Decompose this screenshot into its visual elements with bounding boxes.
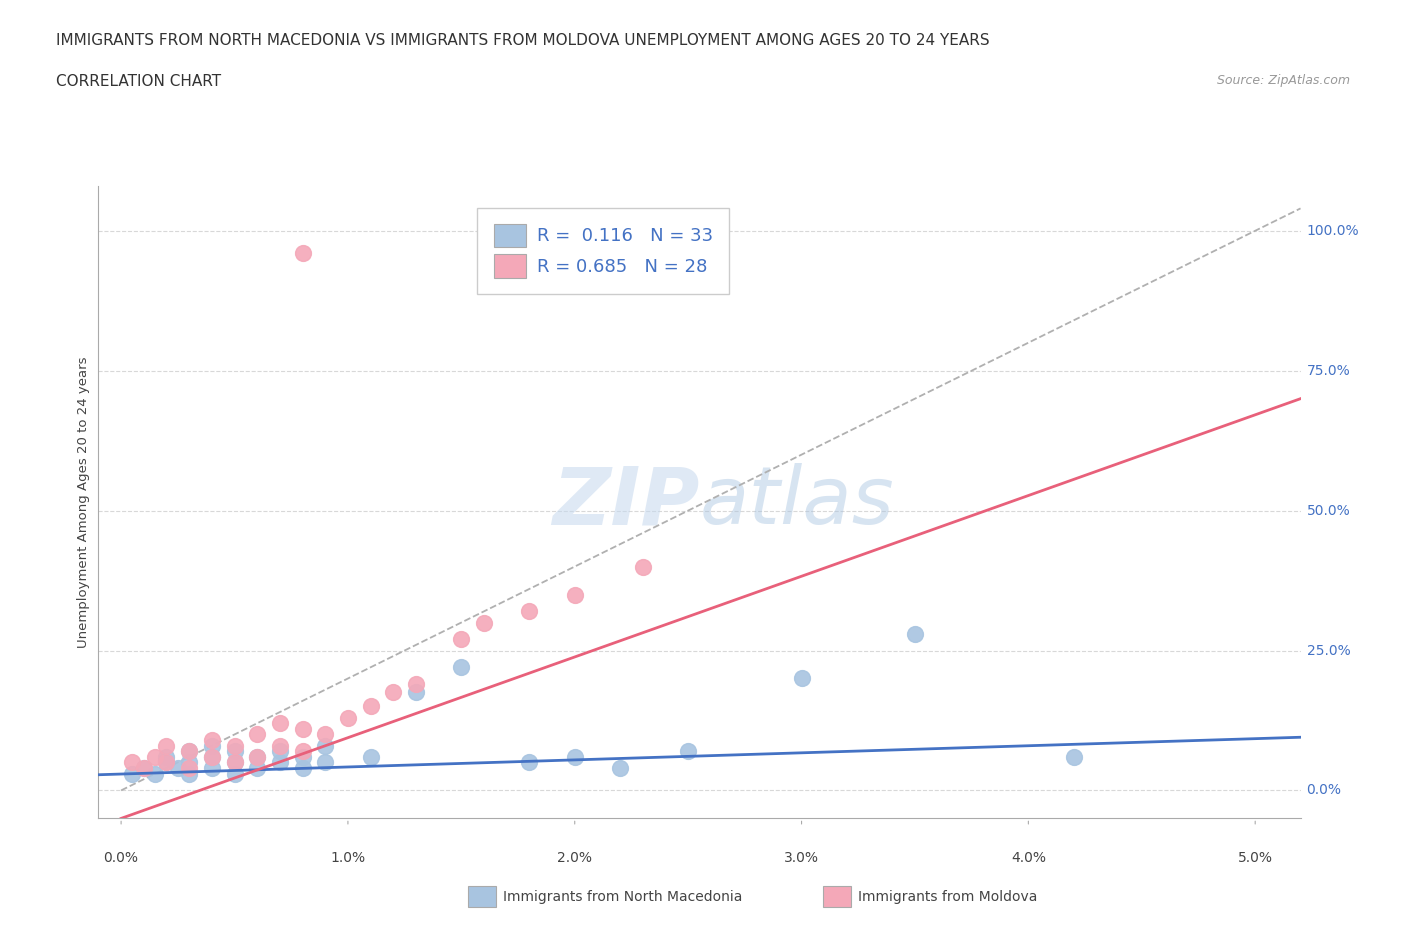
Text: 0.0%: 0.0%	[1306, 783, 1341, 797]
Point	[155, 750, 177, 764]
Point	[201, 738, 224, 753]
Point	[382, 685, 405, 700]
Point	[291, 246, 314, 260]
Point	[676, 744, 699, 759]
Point	[291, 744, 314, 759]
Text: 50.0%: 50.0%	[1306, 503, 1350, 518]
Point	[269, 716, 291, 731]
Point	[405, 685, 427, 700]
Point	[179, 744, 201, 759]
Point	[179, 766, 201, 781]
Point	[519, 604, 541, 618]
Point	[121, 755, 143, 770]
Point	[405, 677, 427, 692]
FancyBboxPatch shape	[468, 886, 496, 907]
Point	[132, 761, 155, 776]
Text: ZIP: ZIP	[553, 463, 699, 541]
Point	[201, 733, 224, 748]
Point	[564, 750, 586, 764]
Point	[179, 761, 201, 776]
Text: atlas: atlas	[699, 463, 894, 541]
Text: 0.0%: 0.0%	[104, 851, 139, 865]
Point	[450, 660, 472, 675]
Text: 75.0%: 75.0%	[1306, 364, 1350, 378]
Text: IMMIGRANTS FROM NORTH MACEDONIA VS IMMIGRANTS FROM MOLDOVA UNEMPLOYMENT AMONG AG: IMMIGRANTS FROM NORTH MACEDONIA VS IMMIG…	[56, 33, 990, 47]
Point	[291, 761, 314, 776]
Point	[155, 755, 177, 770]
Text: 1.0%: 1.0%	[330, 851, 366, 865]
Y-axis label: Unemployment Among Ages 20 to 24 years: Unemployment Among Ages 20 to 24 years	[77, 356, 90, 648]
Point	[314, 727, 336, 742]
Text: 4.0%: 4.0%	[1011, 851, 1046, 865]
Point	[179, 744, 201, 759]
Point	[904, 626, 927, 641]
Point	[121, 766, 143, 781]
Point	[314, 738, 336, 753]
Point	[155, 755, 177, 770]
Point	[166, 761, 188, 776]
Point	[269, 738, 291, 753]
Point	[519, 755, 541, 770]
Point	[224, 744, 246, 759]
Text: 5.0%: 5.0%	[1237, 851, 1272, 865]
Point	[143, 766, 166, 781]
Point	[609, 761, 631, 776]
Point	[246, 761, 269, 776]
Point	[224, 755, 246, 770]
Point	[360, 750, 382, 764]
Point	[450, 631, 472, 646]
Point	[224, 738, 246, 753]
Text: CORRELATION CHART: CORRELATION CHART	[56, 74, 221, 89]
Point	[246, 750, 269, 764]
Point	[201, 750, 224, 764]
Text: Source: ZipAtlas.com: Source: ZipAtlas.com	[1216, 74, 1350, 87]
Point	[631, 559, 654, 574]
Text: 25.0%: 25.0%	[1306, 644, 1350, 658]
Point	[224, 755, 246, 770]
Point	[246, 727, 269, 742]
Point	[132, 761, 155, 776]
Point	[201, 750, 224, 764]
Text: 2.0%: 2.0%	[557, 851, 592, 865]
Point	[179, 755, 201, 770]
Point	[269, 755, 291, 770]
Point	[314, 755, 336, 770]
Point	[336, 711, 359, 725]
Text: Immigrants from Moldova: Immigrants from Moldova	[858, 889, 1038, 904]
Point	[291, 750, 314, 764]
Point	[360, 699, 382, 714]
Point	[246, 750, 269, 764]
Point	[201, 761, 224, 776]
Text: 100.0%: 100.0%	[1306, 224, 1360, 238]
Text: Immigrants from North Macedonia: Immigrants from North Macedonia	[503, 889, 742, 904]
Point	[790, 671, 813, 686]
Point	[291, 722, 314, 737]
FancyBboxPatch shape	[823, 886, 851, 907]
Text: 3.0%: 3.0%	[785, 851, 820, 865]
Point	[564, 587, 586, 602]
Point	[155, 738, 177, 753]
Point	[269, 744, 291, 759]
Point	[472, 615, 495, 630]
Legend: R =  0.116   N = 33, R = 0.685   N = 28: R = 0.116 N = 33, R = 0.685 N = 28	[477, 207, 730, 294]
Point	[224, 766, 246, 781]
Point	[143, 750, 166, 764]
Point	[1063, 750, 1085, 764]
